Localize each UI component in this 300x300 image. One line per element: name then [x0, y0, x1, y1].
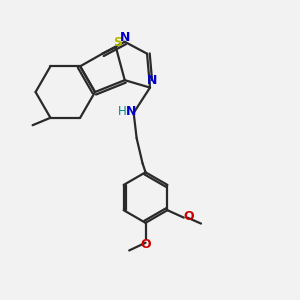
- Text: O: O: [140, 238, 151, 251]
- Text: N: N: [147, 74, 157, 87]
- Text: N: N: [125, 105, 136, 118]
- Text: N: N: [119, 31, 130, 44]
- Text: H: H: [117, 105, 126, 118]
- Text: O: O: [184, 210, 194, 223]
- Text: S: S: [113, 36, 122, 49]
